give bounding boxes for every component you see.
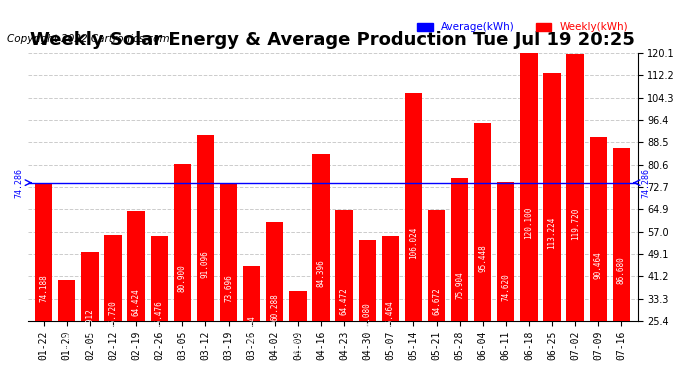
Text: 74.620: 74.620 (502, 273, 511, 301)
Bar (428, 210, 445, 375)
Text: 55.476: 55.476 (155, 300, 164, 328)
Text: 75.904: 75.904 (455, 272, 464, 299)
Bar (359, 240, 376, 375)
Text: 113.224: 113.224 (548, 216, 557, 249)
Text: 49.912: 49.912 (86, 308, 95, 336)
Text: 64.424: 64.424 (132, 288, 141, 315)
Text: 39.992: 39.992 (62, 322, 71, 350)
Text: 95.448: 95.448 (478, 244, 487, 272)
Bar (35, 183, 52, 375)
Text: 80.900: 80.900 (178, 264, 187, 292)
Bar (266, 222, 284, 375)
Text: 60.288: 60.288 (270, 294, 279, 321)
Bar (613, 148, 630, 375)
Text: 90.464: 90.464 (594, 251, 603, 279)
Text: 84.396: 84.396 (317, 260, 326, 287)
Text: 44.864: 44.864 (247, 315, 256, 343)
Bar (243, 266, 260, 375)
Text: Copyright 2022 Cartronics.com: Copyright 2022 Cartronics.com (7, 34, 170, 44)
Bar (520, 53, 538, 375)
Bar (150, 236, 168, 375)
Bar (81, 252, 99, 375)
Text: 119.720: 119.720 (571, 207, 580, 240)
Text: 91.096: 91.096 (201, 250, 210, 278)
Bar (451, 178, 469, 375)
Bar (497, 182, 515, 375)
Bar (220, 184, 237, 375)
Bar (589, 137, 607, 375)
Text: 35.920: 35.920 (293, 328, 302, 356)
Bar (197, 135, 214, 375)
Text: 74.286: 74.286 (14, 168, 23, 198)
Bar (335, 210, 353, 375)
Bar (58, 280, 75, 375)
Bar (543, 72, 561, 375)
Text: 86.680: 86.680 (617, 256, 626, 284)
Text: 55.464: 55.464 (386, 300, 395, 328)
Text: 120.100: 120.100 (524, 207, 533, 239)
Bar (289, 291, 306, 375)
Text: 54.080: 54.080 (363, 302, 372, 330)
Text: 64.472: 64.472 (339, 288, 348, 315)
Title: Weekly Solar Energy & Average Production Tue Jul 19 20:25: Weekly Solar Energy & Average Production… (30, 31, 635, 49)
Text: 106.024: 106.024 (409, 226, 418, 259)
Legend: Average(kWh), Weekly(kWh): Average(kWh), Weekly(kWh) (413, 18, 632, 36)
Bar (382, 236, 399, 375)
Bar (104, 235, 121, 375)
Bar (405, 93, 422, 375)
Text: 55.720: 55.720 (108, 300, 117, 328)
Text: 74.188: 74.188 (39, 274, 48, 302)
Bar (128, 210, 145, 375)
Bar (474, 123, 491, 375)
Text: 73.696: 73.696 (224, 274, 233, 302)
Bar (566, 54, 584, 375)
Bar (313, 154, 330, 375)
Bar (174, 164, 191, 375)
Text: 74.286: 74.286 (642, 168, 651, 198)
Text: 64.672: 64.672 (432, 287, 441, 315)
